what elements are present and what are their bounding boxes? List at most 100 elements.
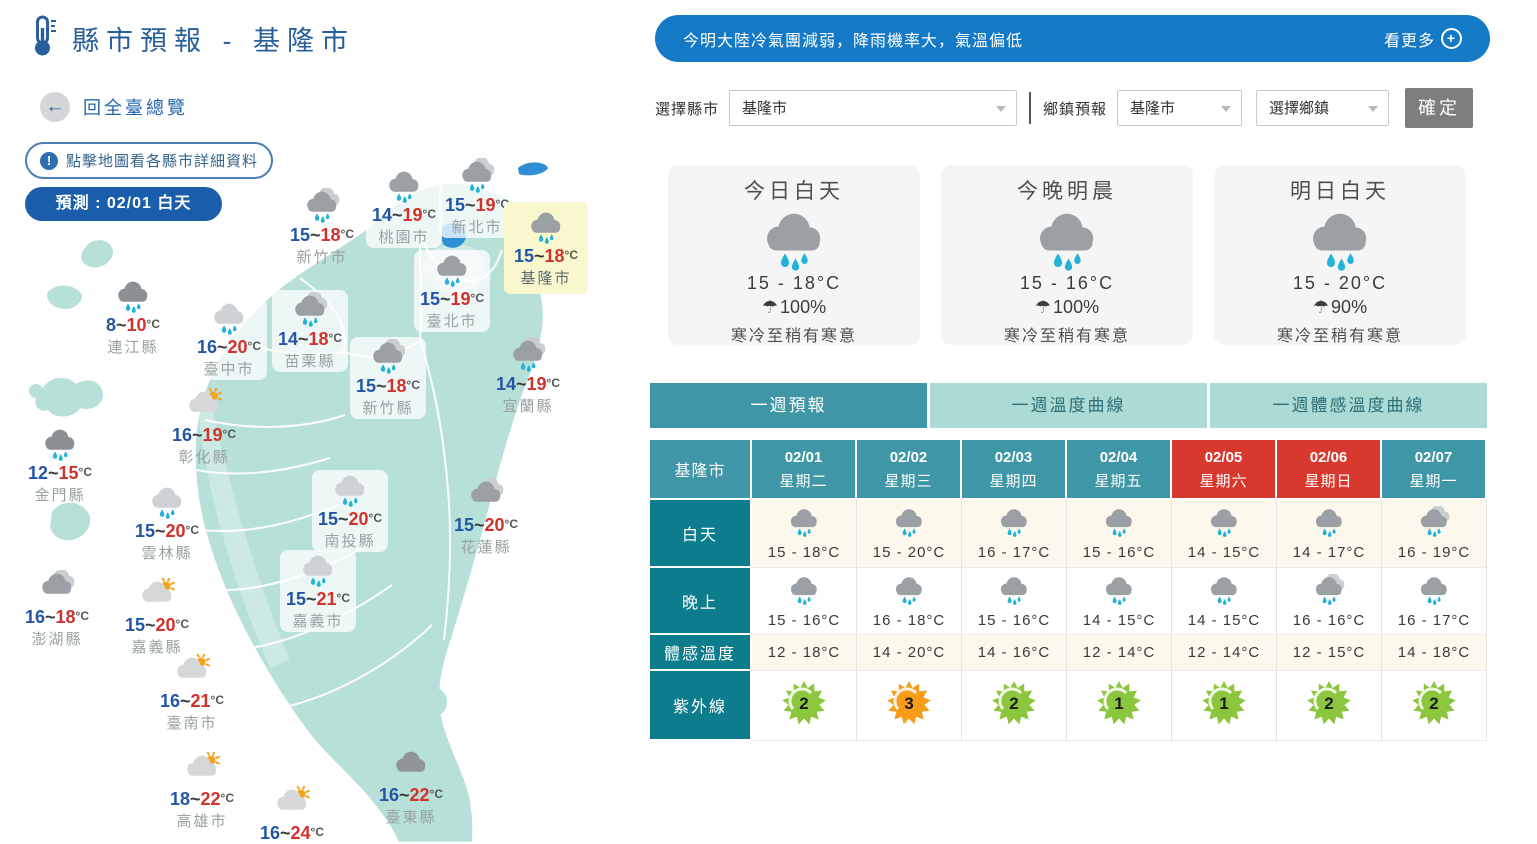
- county-temperature: 15~19°C: [419, 289, 485, 309]
- map-county-宜蘭縣[interactable]: 14~19°C 宜蘭縣: [496, 336, 560, 415]
- county-temperature: 16~20°C: [196, 337, 262, 357]
- back-arrow-icon[interactable]: ←: [40, 92, 70, 122]
- county-temperature: 8~10°C: [105, 315, 161, 335]
- selector-row: 選擇縣市 基隆市 鄉鎮預報 基隆市 選擇鄉鎮 確定: [655, 88, 1490, 128]
- uv-index-cell: 1: [1172, 671, 1277, 741]
- svg-text:2: 2: [1429, 694, 1438, 713]
- rain-cloud-icon: [993, 506, 1035, 543]
- day-header: 02/07 星期一: [1382, 440, 1487, 500]
- card-comfort: 寒冷至稍有寒意: [730, 328, 857, 345]
- town-select[interactable]: 選擇鄉鎮: [1256, 90, 1390, 126]
- county-temperature: 15~20°C: [124, 615, 190, 635]
- map-county-新北市[interactable]: 15~19°C 新北市: [438, 156, 516, 238]
- map-county-新竹市[interactable]: 15~18°C 新竹市: [289, 187, 355, 266]
- night-forecast-cell: 16 - 16°C: [1277, 568, 1382, 635]
- feels-like-cell: 14 - 20°C: [857, 635, 962, 671]
- feels-like-cell: 14 - 16°C: [962, 635, 1067, 671]
- map-county-臺北市[interactable]: 15~19°C 臺北市: [413, 250, 491, 332]
- map-county-嘉義市[interactable]: 15~21°C 嘉義市: [279, 550, 357, 632]
- day-header: 02/04 星期五: [1067, 440, 1172, 500]
- county-name: 基隆市: [520, 269, 572, 287]
- week-table: 基隆市 02/01 星期二 02/02 星期三 02/03 星期四 02/04 星期五 02/05…: [650, 440, 1487, 741]
- row-label-uv: 紫外線: [650, 671, 752, 741]
- uv-index-cell: 2: [1382, 671, 1487, 741]
- feels-like-cell: 12 - 15°C: [1277, 635, 1382, 671]
- map-county-基隆市[interactable]: 15~18°C 基隆市: [503, 202, 589, 294]
- county-temperature: 14~19°C: [371, 205, 437, 225]
- map-county-高雄市[interactable]: 18~22°C 高雄市: [170, 751, 234, 830]
- card-rain-probability: ☂ 90%: [1312, 297, 1368, 317]
- map-county-unnamed[interactable]: 16~24°C: [260, 785, 324, 844]
- taiwan-map[interactable]: [0, 0, 650, 843]
- weather-icon: [286, 552, 350, 588]
- county-name: 臺中市: [203, 360, 255, 378]
- svg-text:1: 1: [1219, 694, 1228, 713]
- map-county-澎湖縣[interactable]: 16~18°C 澎湖縣: [25, 569, 89, 648]
- weather-news-banner: 今明大陸冷氣團減弱，降雨機率大，氣溫偏低 看更多 +: [655, 15, 1490, 62]
- back-label[interactable]: 回全臺總覽: [83, 98, 188, 118]
- forecast-time-chip: 預測 : 02/01 白天: [25, 187, 222, 221]
- see-more-button[interactable]: 看更多 +: [1384, 27, 1462, 51]
- plus-icon[interactable]: +: [1441, 28, 1462, 49]
- night-forecast-cell: 15 - 16°C: [752, 568, 857, 635]
- county-temperature: 16~22°C: [378, 785, 444, 805]
- rain-cloud-icon: [1098, 574, 1140, 611]
- weather-icon: [372, 168, 436, 204]
- uv-index-icon: 3: [886, 680, 932, 731]
- row-label-night: 晚上: [650, 568, 752, 635]
- county-temperature: 15~18°C: [289, 225, 355, 245]
- map-county-雲林縣[interactable]: 15~20°C 雲林縣: [135, 484, 199, 562]
- map-county-新竹縣[interactable]: 15~18°C 新竹縣: [349, 337, 427, 419]
- day-header: 02/01 星期二: [752, 440, 857, 500]
- tab-一週體感溫度曲線[interactable]: 一週體感溫度曲線: [1210, 383, 1487, 428]
- map-county-桃園市[interactable]: 14~19°C 桃園市: [365, 166, 443, 248]
- offshore-islets: [29, 240, 447, 802]
- map-county-彰化縣[interactable]: 16~19°C 彰化縣: [172, 387, 236, 466]
- weather-icon: [135, 484, 199, 520]
- divider: [1029, 92, 1032, 124]
- uv-index-cell: 2: [752, 671, 857, 741]
- rain-cloud-icon: [1308, 572, 1350, 611]
- tab-一週溫度曲線[interactable]: 一週溫度曲線: [930, 383, 1207, 428]
- svg-text:2: 2: [1324, 694, 1333, 713]
- rain-cloud-icon: [1098, 506, 1140, 543]
- county-temperature: 15~19°C: [444, 195, 510, 215]
- map-county-臺東縣[interactable]: 16~22°C 臺東縣: [379, 748, 443, 826]
- county-name: 臺東縣: [385, 808, 437, 826]
- map-county-苗栗縣[interactable]: 14~18°C 苗栗縣: [271, 290, 349, 372]
- row-label-feels-like: 體感溫度: [650, 635, 752, 671]
- map-county-花蓮縣[interactable]: 15~20°C 花蓮縣: [454, 477, 518, 556]
- county-name: 桃園市: [378, 228, 430, 246]
- uv-index-icon: 2: [1306, 680, 1352, 731]
- county-name: 澎湖縣: [31, 630, 83, 648]
- map-county-連江縣[interactable]: 8~10°C 連江縣: [106, 278, 160, 356]
- county-temperature: 15~21°C: [285, 589, 351, 609]
- tab-一週預報[interactable]: 一週預報: [650, 383, 927, 428]
- feels-like-cell: 12 - 18°C: [752, 635, 857, 671]
- map-county-臺中市[interactable]: 16~20°C 臺中市: [190, 298, 268, 380]
- west-plain: [198, 390, 290, 668]
- uv-index-cell: 2: [1277, 671, 1382, 741]
- weather-icon: [514, 209, 578, 245]
- week-table-county: 基隆市: [650, 440, 752, 500]
- weather-icon: [445, 157, 509, 194]
- night-forecast-cell: 14 - 15°C: [1172, 568, 1277, 635]
- night-forecast-cell: 14 - 15°C: [1067, 568, 1172, 635]
- town-county-select[interactable]: 基隆市: [1117, 90, 1243, 126]
- map-county-金門縣[interactable]: 12~15°C 金門縣: [28, 426, 92, 504]
- svg-text:1: 1: [1114, 694, 1123, 713]
- weather-icon: [172, 387, 236, 424]
- rain-cloud-icon: [1413, 505, 1455, 543]
- umbrella-icon: ☂: [1312, 297, 1330, 317]
- county-name: 新北市: [451, 218, 503, 236]
- day-header: 02/06 星期日: [1277, 440, 1382, 500]
- weather-icon: [318, 472, 382, 508]
- map-county-南投縣[interactable]: 15~20°C 南投縣: [311, 470, 389, 552]
- county-name: 臺北市: [426, 312, 478, 330]
- confirm-button[interactable]: 確定: [1405, 88, 1474, 128]
- map-county-臺南市[interactable]: 16~21°C 臺南市: [160, 653, 224, 732]
- back-to-overview-link[interactable]: ← 回全臺總覽: [40, 92, 188, 122]
- day-forecast-cell: 14 - 15°C: [1172, 500, 1277, 568]
- map-county-嘉義縣[interactable]: 15~20°C 嘉義縣: [124, 577, 190, 656]
- county-select[interactable]: 基隆市: [729, 90, 1018, 126]
